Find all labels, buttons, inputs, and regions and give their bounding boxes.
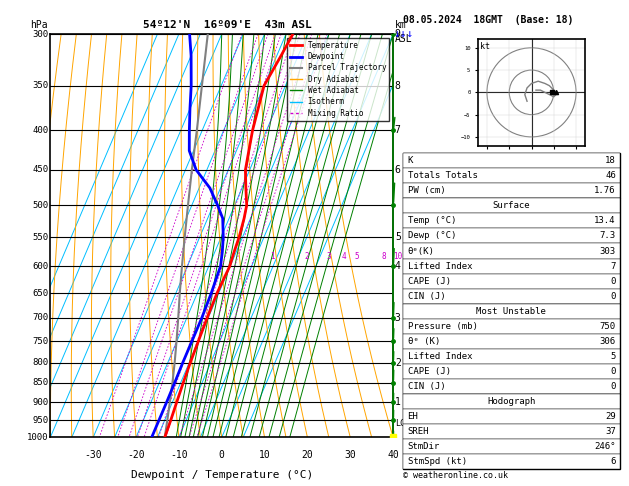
Text: CIN (J): CIN (J) (408, 382, 445, 391)
Text: θᵉ(K): θᵉ(K) (408, 246, 435, 256)
Text: 30: 30 (345, 450, 356, 459)
Text: 750: 750 (599, 322, 616, 331)
Text: 600: 600 (33, 262, 48, 271)
Text: 5: 5 (395, 232, 401, 242)
Text: 18: 18 (605, 156, 616, 165)
Text: 303: 303 (599, 246, 616, 256)
Text: Temp (°C): Temp (°C) (408, 216, 456, 226)
Text: 950: 950 (33, 416, 48, 425)
Text: 450: 450 (33, 165, 48, 174)
Text: ↓↓↓: ↓↓↓ (393, 29, 413, 39)
Text: 8: 8 (382, 252, 386, 260)
Text: 750: 750 (33, 336, 48, 346)
Text: 3: 3 (326, 252, 331, 260)
Text: 8: 8 (395, 81, 401, 91)
Text: 2: 2 (395, 358, 401, 367)
Text: 1000: 1000 (27, 433, 48, 442)
Text: 0: 0 (610, 382, 616, 391)
Text: 7: 7 (610, 261, 616, 271)
Text: 300: 300 (33, 30, 48, 38)
Text: SREH: SREH (408, 427, 429, 436)
Text: CAPE (J): CAPE (J) (408, 277, 450, 286)
Text: 29: 29 (605, 412, 616, 421)
Text: StmSpd (kt): StmSpd (kt) (408, 457, 467, 467)
Text: 9: 9 (395, 29, 401, 39)
Text: Surface: Surface (493, 201, 530, 210)
Text: km: km (395, 20, 406, 30)
Text: 08.05.2024  18GMT  (Base: 18): 08.05.2024 18GMT (Base: 18) (403, 15, 573, 25)
Text: -10: -10 (170, 450, 187, 459)
Text: 10: 10 (259, 450, 270, 459)
Text: 0: 0 (219, 450, 225, 459)
Text: 7: 7 (395, 125, 401, 136)
Text: 900: 900 (33, 398, 48, 407)
Text: kt: kt (480, 42, 490, 51)
Text: CAPE (J): CAPE (J) (408, 367, 450, 376)
Text: Dewp (°C): Dewp (°C) (408, 231, 456, 241)
Text: 0: 0 (610, 277, 616, 286)
Text: 700: 700 (33, 313, 48, 322)
Text: Pressure (mb): Pressure (mb) (408, 322, 477, 331)
Text: Dewpoint / Temperature (°C): Dewpoint / Temperature (°C) (131, 469, 313, 480)
Text: 13.4: 13.4 (594, 216, 616, 226)
Text: Most Unstable: Most Unstable (476, 307, 546, 316)
Text: 46: 46 (605, 171, 616, 180)
Text: 4: 4 (395, 261, 401, 271)
Text: 246°: 246° (594, 442, 616, 451)
Text: PW (cm): PW (cm) (408, 186, 445, 195)
Text: hPa: hPa (30, 20, 47, 30)
Text: 20: 20 (437, 252, 446, 260)
Text: ASL: ASL (395, 34, 413, 44)
Text: 25: 25 (452, 252, 460, 260)
Text: 6: 6 (395, 165, 401, 175)
Text: © weatheronline.co.uk: © weatheronline.co.uk (403, 471, 508, 480)
Text: 40: 40 (387, 450, 399, 459)
Text: 37: 37 (605, 427, 616, 436)
Text: 1: 1 (395, 397, 401, 407)
Text: Lifted Index: Lifted Index (408, 352, 472, 361)
Text: 0: 0 (610, 292, 616, 301)
Text: 10: 10 (393, 252, 402, 260)
Text: 350: 350 (33, 81, 48, 90)
Text: θᵉ (K): θᵉ (K) (408, 337, 440, 346)
Text: 6: 6 (610, 457, 616, 467)
Text: -30: -30 (84, 450, 102, 459)
Text: 54º12'N  16º09'E  43m ASL: 54º12'N 16º09'E 43m ASL (143, 20, 311, 30)
Text: 4: 4 (342, 252, 347, 260)
Text: Lifted Index: Lifted Index (408, 261, 472, 271)
Text: 20: 20 (301, 450, 313, 459)
Text: 1: 1 (270, 252, 275, 260)
Text: 500: 500 (33, 201, 48, 209)
Text: 0: 0 (610, 367, 616, 376)
Text: LCL: LCL (395, 418, 410, 428)
Text: K: K (408, 156, 413, 165)
Text: 650: 650 (33, 289, 48, 297)
Text: 2: 2 (304, 252, 309, 260)
Text: 15: 15 (418, 252, 428, 260)
Text: 7.3: 7.3 (599, 231, 616, 241)
Text: -20: -20 (127, 450, 145, 459)
Text: Totals Totals: Totals Totals (408, 171, 477, 180)
Text: Hodograph: Hodograph (487, 397, 535, 406)
Text: 306: 306 (599, 337, 616, 346)
Text: 850: 850 (33, 379, 48, 387)
Text: 550: 550 (33, 233, 48, 242)
Text: StmDir: StmDir (408, 442, 440, 451)
Text: EH: EH (408, 412, 418, 421)
Legend: Temperature, Dewpoint, Parcel Trajectory, Dry Adiabat, Wet Adiabat, Isotherm, Mi: Temperature, Dewpoint, Parcel Trajectory… (287, 38, 389, 121)
Text: 5: 5 (354, 252, 359, 260)
Text: 1.76: 1.76 (594, 186, 616, 195)
Text: 5: 5 (610, 352, 616, 361)
Text: 3: 3 (395, 313, 401, 323)
Text: 800: 800 (33, 358, 48, 367)
Text: 400: 400 (33, 126, 48, 135)
Text: CIN (J): CIN (J) (408, 292, 445, 301)
Text: Mixing Ratio (g/kg): Mixing Ratio (g/kg) (416, 185, 425, 287)
